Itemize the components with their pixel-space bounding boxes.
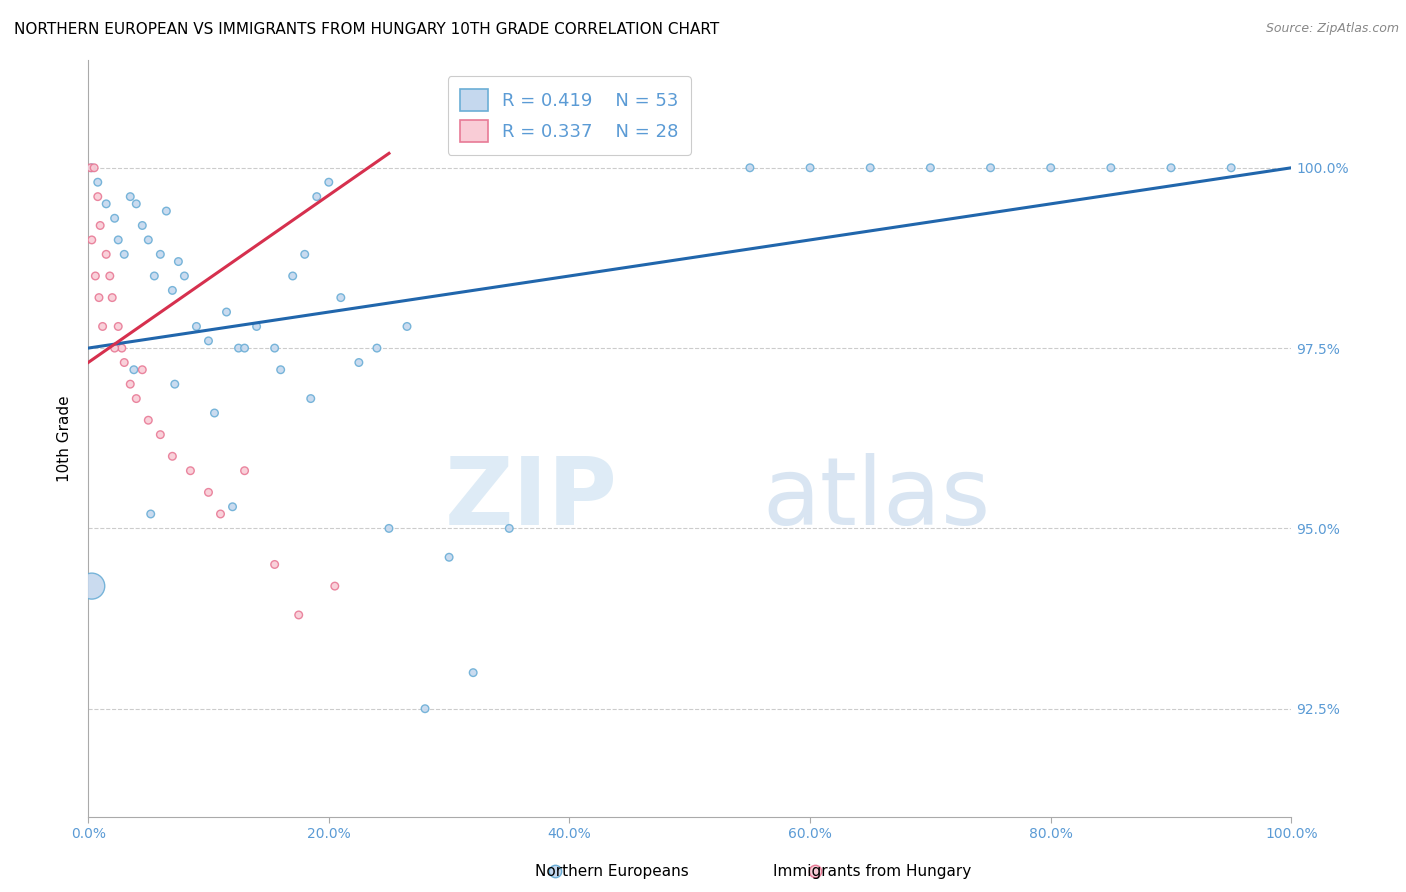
Point (80, 233, 103, 247)
Point (163, 377, 186, 392)
Point (179, 464, 201, 478)
Point (305, 189, 328, 203)
Point (920, 161, 942, 175)
Point (437, 550, 460, 565)
Point (96, 197, 118, 211)
Point (281, 268, 304, 283)
Point (463, 665, 485, 680)
Point (347, 355, 370, 369)
Point (131, 362, 153, 376)
Point (139, 507, 162, 521)
Point (143, 268, 166, 283)
Point (544, 864, 567, 879)
Point (101, 291, 124, 305)
Point (186, 319, 208, 334)
Point (104, 341, 127, 355)
Point (131, 219, 153, 233)
Text: Northern Europeans: Northern Europeans (534, 863, 689, 879)
Point (215, 305, 238, 319)
Point (87, 175, 110, 189)
Point (221, 500, 243, 514)
Point (287, 607, 309, 622)
Point (209, 507, 232, 521)
Point (299, 392, 322, 406)
Point (980, 161, 1002, 175)
Point (96, 247, 118, 261)
Point (413, 702, 436, 716)
Point (155, 204, 177, 219)
Point (112, 355, 135, 369)
Point (197, 485, 219, 500)
Point (498, 521, 520, 535)
Point (738, 161, 761, 175)
Point (1099, 161, 1122, 175)
Point (89, 219, 111, 233)
Point (263, 341, 285, 355)
Point (270, 362, 292, 376)
Point (136, 413, 159, 427)
Point (263, 558, 285, 572)
Text: Immigrants from Hungary: Immigrants from Hungary (772, 863, 972, 879)
Point (149, 427, 172, 442)
Point (204, 406, 226, 420)
Text: atlas: atlas (762, 453, 990, 545)
Point (323, 579, 346, 593)
Point (87, 291, 110, 305)
Point (294, 247, 316, 261)
Point (167, 254, 190, 268)
Point (98, 268, 121, 283)
Point (329, 291, 352, 305)
Point (149, 247, 172, 261)
Point (162, 284, 184, 298)
Point (104, 211, 127, 226)
Point (80, 161, 103, 175)
Point (107, 233, 129, 247)
Point (111, 341, 134, 355)
Point (80, 579, 103, 593)
Text: Source: ZipAtlas.com: Source: ZipAtlas.com (1265, 22, 1399, 36)
Point (84, 268, 107, 283)
Point (1220, 161, 1243, 175)
Point (136, 233, 159, 247)
Point (125, 392, 148, 406)
Point (378, 521, 401, 535)
Point (366, 341, 388, 355)
Point (120, 189, 142, 203)
Point (859, 161, 882, 175)
Point (120, 377, 142, 392)
Text: ZIP: ZIP (444, 453, 617, 545)
Point (91, 319, 114, 334)
Point (173, 268, 195, 283)
Text: NORTHERN EUROPEAN VS IMMIGRANTS FROM HUNGARY 10TH GRADE CORRELATION CHART: NORTHERN EUROPEAN VS IMMIGRANTS FROM HUN… (14, 22, 720, 37)
Point (125, 197, 148, 211)
Point (112, 247, 135, 261)
Point (318, 175, 340, 189)
Point (395, 319, 418, 334)
Point (228, 341, 250, 355)
Point (233, 464, 256, 478)
Point (162, 450, 184, 464)
Point (83, 161, 105, 175)
Point (804, 864, 827, 879)
Point (799, 161, 821, 175)
Point (122, 362, 145, 376)
Point (87, 189, 110, 203)
Point (107, 319, 129, 334)
Point (197, 334, 219, 348)
Legend: R = 0.419    N = 53, R = 0.337    N = 28: R = 0.419 N = 53, R = 0.337 N = 28 (449, 76, 690, 154)
Y-axis label: 10th Grade: 10th Grade (58, 395, 72, 482)
Point (1039, 161, 1062, 175)
Point (233, 341, 256, 355)
Point (1160, 161, 1182, 175)
Point (79, 161, 101, 175)
Point (246, 319, 269, 334)
